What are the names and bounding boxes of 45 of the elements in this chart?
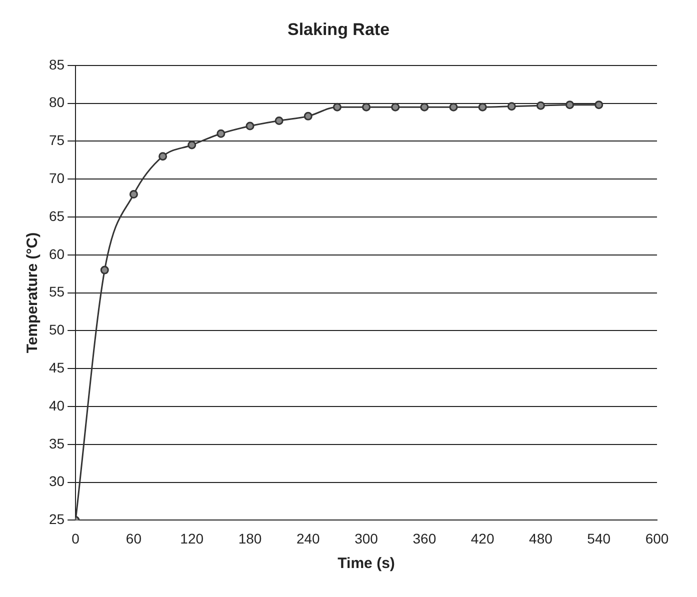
point	[420, 102, 429, 112]
y-tick-label: 55	[48, 284, 65, 300]
x-tick-label: 600	[645, 530, 669, 546]
y-axis-title: Temperature (°C)	[24, 232, 42, 354]
x-tick-label: 240	[296, 530, 320, 546]
y-tick-label: 45	[48, 359, 65, 376]
y-tick-label: 40	[48, 397, 65, 414]
point	[274, 116, 284, 125]
point	[100, 266, 109, 274]
x-tick-label: 60	[126, 530, 142, 546]
point	[449, 102, 458, 112]
point	[188, 140, 196, 150]
x-tick-label: 540	[587, 530, 611, 546]
point	[216, 129, 226, 138]
point	[478, 102, 487, 112]
point	[566, 100, 574, 110]
x-tick-label: 360	[412, 530, 436, 546]
point	[507, 102, 516, 111]
point	[246, 122, 254, 130]
chart-title: Slaking Rate	[287, 20, 390, 39]
x-tick-label: 420	[470, 530, 494, 546]
x-tick-label: 480	[529, 530, 553, 546]
x-tick-label: 300	[354, 530, 378, 546]
point	[304, 112, 312, 120]
point	[594, 100, 604, 110]
y-tick-label: 75	[48, 132, 65, 148]
y-tick-label: 50	[48, 322, 65, 338]
x-tick-label: 180	[238, 530, 262, 546]
y-tick-label: 65	[48, 208, 65, 224]
point	[158, 152, 168, 161]
point	[536, 101, 545, 110]
y-tick-label: 80	[48, 94, 65, 110]
y-tick-label: 35	[48, 435, 65, 452]
y-tick-label: 25	[48, 511, 65, 528]
y-tick-label: 85	[48, 56, 65, 72]
point	[129, 190, 138, 199]
point	[362, 102, 371, 112]
point	[391, 102, 400, 112]
x-tick-label: 120	[180, 530, 204, 546]
y-tick-label: 60	[48, 246, 65, 262]
x-tick-label: 0	[72, 530, 80, 546]
x-axis-title: Time (s)	[338, 555, 395, 572]
y-tick-label: 70	[48, 170, 65, 186]
y-tick-label: 30	[48, 473, 65, 490]
point	[332, 102, 342, 112]
